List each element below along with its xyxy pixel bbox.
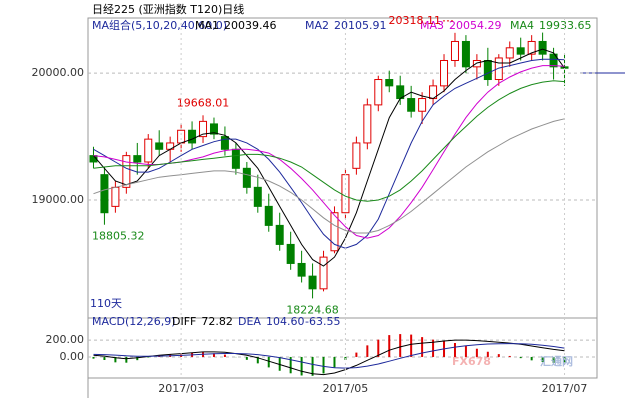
ma-line: [93, 65, 565, 239]
candle-body: [363, 104, 372, 144]
candle-body: [440, 59, 449, 87]
x-tick-label: 2017/03: [158, 382, 204, 395]
period-label: 110天: [90, 297, 122, 310]
legend-value: 19933.65: [539, 19, 592, 32]
legend-name: DEA: [238, 315, 261, 328]
legend-value: 72.82: [201, 315, 233, 328]
price-annotation: 18224.68: [286, 303, 339, 316]
candle-body: [549, 53, 558, 68]
candle-body: [242, 167, 251, 188]
legend-entry: DIFF 72.82: [172, 315, 233, 328]
y-tick-label: 20000.00: [32, 66, 85, 79]
legend-value: 20105.91: [334, 19, 387, 32]
legend-entry: MA1 20039.46: [195, 19, 277, 32]
legend-entry: MA4 19933.65: [510, 19, 592, 32]
x-tick-label: 2017/05: [323, 382, 369, 395]
candle-body: [374, 79, 383, 106]
ma-line: [93, 58, 565, 249]
candle-body: [527, 40, 536, 55]
legend-value: 20054.29: [449, 19, 502, 32]
legend-value: 20039.46: [224, 19, 277, 32]
candle-body: [188, 129, 197, 144]
candle-body: [505, 47, 514, 59]
legend-entry: DEA 104.60: [238, 315, 304, 328]
macd-frame: [87, 317, 598, 379]
candle-body: [450, 40, 459, 61]
candle-body: [264, 205, 273, 226]
ma-line: [93, 80, 565, 202]
x-tick-label: 2017/07: [542, 382, 588, 395]
price-annotation: 19668.01: [177, 96, 230, 109]
candle-body: [407, 98, 416, 112]
candle-body: [220, 136, 229, 150]
y-tick-label: 0.00: [60, 350, 85, 363]
price-annotation: 20318.11: [388, 14, 441, 27]
macd-title: MACD(12,26,9): [92, 315, 176, 328]
legend-name: MA2: [305, 19, 329, 32]
candle-body: [472, 59, 481, 68]
legend-name: MA1: [195, 19, 219, 32]
candle-body: [461, 40, 470, 68]
watermark: 汇通网: [540, 355, 573, 368]
candle-body: [253, 186, 262, 207]
candle-body: [494, 57, 503, 81]
legend-entry: MA2 20105.91: [305, 19, 387, 32]
legend-name: MA3: [420, 19, 444, 32]
ma-line: [93, 343, 565, 369]
legend-title: MA组合(5,10,20,40,60,0): [92, 18, 227, 32]
candle-body: [352, 142, 361, 169]
ma-line: [93, 118, 565, 234]
price-annotation: 18805.32: [92, 230, 145, 243]
candle-body: [516, 47, 525, 55]
candle-body: [133, 155, 142, 163]
candle-body: [297, 262, 306, 277]
candle-body: [319, 256, 328, 290]
candle-body: [199, 120, 208, 138]
candle-body: [144, 138, 153, 163]
candle-body: [330, 212, 339, 252]
legend-value: 104.60: [266, 315, 305, 328]
candle-body: [100, 174, 109, 214]
watermark: FX678: [452, 355, 491, 368]
candle-body: [538, 40, 547, 55]
candle-body: [418, 98, 427, 112]
candle-body: [483, 59, 492, 81]
candle-body: [155, 142, 164, 150]
candle-body: [177, 129, 186, 144]
ma-line: [93, 48, 565, 267]
y-tick-label: 200.00: [46, 333, 85, 346]
candle-body: [111, 186, 120, 207]
ma-line: [93, 339, 565, 376]
legend-name: MA4: [510, 19, 534, 32]
legend-entry: MA3 20054.29: [420, 19, 502, 32]
candle-body: [286, 243, 295, 264]
candle-body: [122, 155, 131, 188]
candle-body: [385, 79, 394, 87]
candle-body: [275, 224, 284, 245]
candle-body: [231, 148, 240, 169]
y-tick-label: 19000.00: [32, 193, 85, 206]
legend-name: DIFF: [172, 315, 196, 328]
chart-title: 日经225 (亚洲指数 T120)日线: [92, 2, 244, 16]
candle-body: [308, 275, 317, 290]
macd-value: -63.55: [305, 315, 340, 328]
candle-body: [209, 123, 218, 135]
